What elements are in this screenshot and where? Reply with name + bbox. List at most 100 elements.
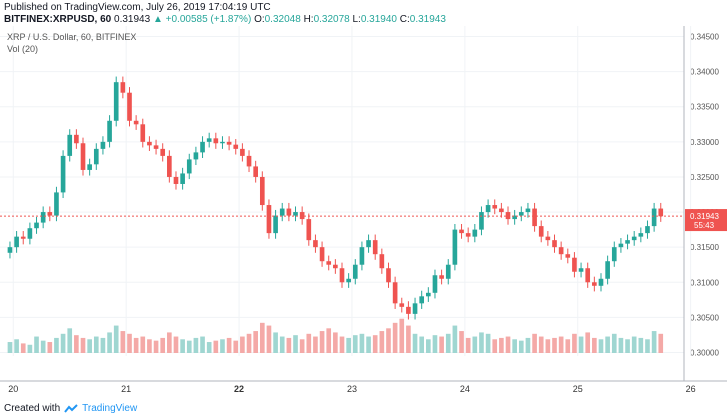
low-value: 0.31940 <box>360 14 397 25</box>
volume-bar <box>592 337 597 353</box>
candle-body <box>366 240 371 248</box>
volume-bar <box>233 340 239 353</box>
volume-bar <box>366 336 371 353</box>
candle-body <box>14 236 19 248</box>
y-tick-label: 0.31500 <box>690 243 719 252</box>
volume-bar <box>445 333 451 353</box>
candle-body <box>220 141 225 144</box>
volume-bar <box>240 336 245 353</box>
volume-bar <box>598 339 604 353</box>
candle-body <box>372 240 378 255</box>
candle-body <box>352 264 358 279</box>
volume-bar <box>273 332 278 353</box>
candle-body <box>611 247 617 262</box>
volume-bar <box>74 335 79 353</box>
candle-body <box>47 212 53 216</box>
volume-bar <box>113 325 119 353</box>
y-tick-label: 0.30000 <box>690 348 719 357</box>
candle-body <box>485 205 491 213</box>
candle-body <box>167 155 172 177</box>
candle-body <box>173 176 179 184</box>
candle-body <box>213 138 219 144</box>
volume-bar <box>7 342 13 353</box>
candle-body <box>120 82 126 93</box>
volume-bar <box>479 332 484 353</box>
y-tick-label: 0.32500 <box>690 173 719 182</box>
volume-bar <box>558 336 564 353</box>
high-label: H: <box>303 14 314 25</box>
candle-body <box>432 275 438 293</box>
candle-body <box>532 208 537 227</box>
candle-body <box>479 212 484 230</box>
candle-body <box>286 208 292 216</box>
volume-bar <box>133 337 139 353</box>
volume-bar <box>651 331 657 353</box>
candle-body <box>160 148 166 156</box>
candle-body <box>67 134 73 156</box>
candle-body <box>538 226 544 237</box>
candle-body <box>419 296 425 304</box>
candle-body <box>326 261 332 265</box>
candle-body <box>186 159 192 174</box>
candle-body <box>20 236 26 239</box>
candle-body <box>319 247 325 262</box>
candle-body <box>472 229 478 237</box>
volume-bar <box>439 336 444 353</box>
candle-body <box>625 240 630 244</box>
candle-body <box>206 138 212 142</box>
volume-bar <box>213 340 219 353</box>
volume-bar <box>525 337 531 353</box>
candle-body <box>279 208 285 216</box>
symbol-label: BITFINEX:XRPUSD, 60 <box>4 14 112 25</box>
volume-bar <box>306 333 312 353</box>
volume-bar <box>465 337 471 353</box>
x-tick-label: 20 <box>8 384 18 394</box>
price-chart[interactable]: 0.345000.340000.335000.330000.325000.320… <box>0 26 727 398</box>
volume-bar <box>658 333 664 353</box>
candle-body <box>7 247 13 253</box>
close-value: 0.31943 <box>409 14 446 25</box>
candle-body <box>618 243 624 248</box>
volume-bar <box>220 339 225 353</box>
tradingview-brand[interactable]: TradingView <box>82 403 138 414</box>
volume-bar <box>545 339 551 353</box>
volume-bar <box>246 333 252 353</box>
candle-body <box>259 176 265 206</box>
change-value: +0.00585 (+1.87%) <box>165 14 252 25</box>
candle-body <box>253 166 258 177</box>
volume-bar <box>107 332 112 353</box>
candle-body <box>246 155 252 167</box>
x-tick-label: 24 <box>460 384 470 394</box>
candle-body <box>512 215 517 220</box>
candle-body <box>93 148 99 165</box>
candle-body <box>386 268 391 283</box>
last-price: 0.31943 <box>114 14 151 25</box>
volume-bar <box>585 332 591 353</box>
volume-bar <box>80 337 86 353</box>
x-tick-label: 25 <box>573 384 583 394</box>
volume-bar <box>140 336 146 353</box>
volume-bar <box>206 342 212 353</box>
volume-bar <box>412 333 418 353</box>
volume-bar <box>200 336 205 353</box>
open-label: O: <box>254 14 265 25</box>
candle-body <box>638 233 644 237</box>
volume-bar <box>352 335 358 353</box>
candle-body <box>200 141 205 153</box>
y-tick-label: 0.30500 <box>690 313 719 322</box>
candle-body <box>299 212 305 220</box>
candle-body <box>34 222 39 229</box>
candle-body <box>339 268 345 283</box>
candle-body <box>100 141 106 149</box>
volume-bar <box>47 342 53 353</box>
candle-body <box>87 164 92 170</box>
volume-bar <box>552 337 557 353</box>
candle-body <box>80 143 86 170</box>
volume-bar <box>167 332 172 353</box>
chart-area[interactable]: 0.345000.340000.335000.330000.325000.320… <box>0 26 727 398</box>
candle-body <box>379 254 385 269</box>
volume-bar <box>286 337 292 353</box>
candle-body <box>306 219 312 241</box>
candle-body <box>226 141 232 145</box>
volume-bar <box>512 339 517 353</box>
